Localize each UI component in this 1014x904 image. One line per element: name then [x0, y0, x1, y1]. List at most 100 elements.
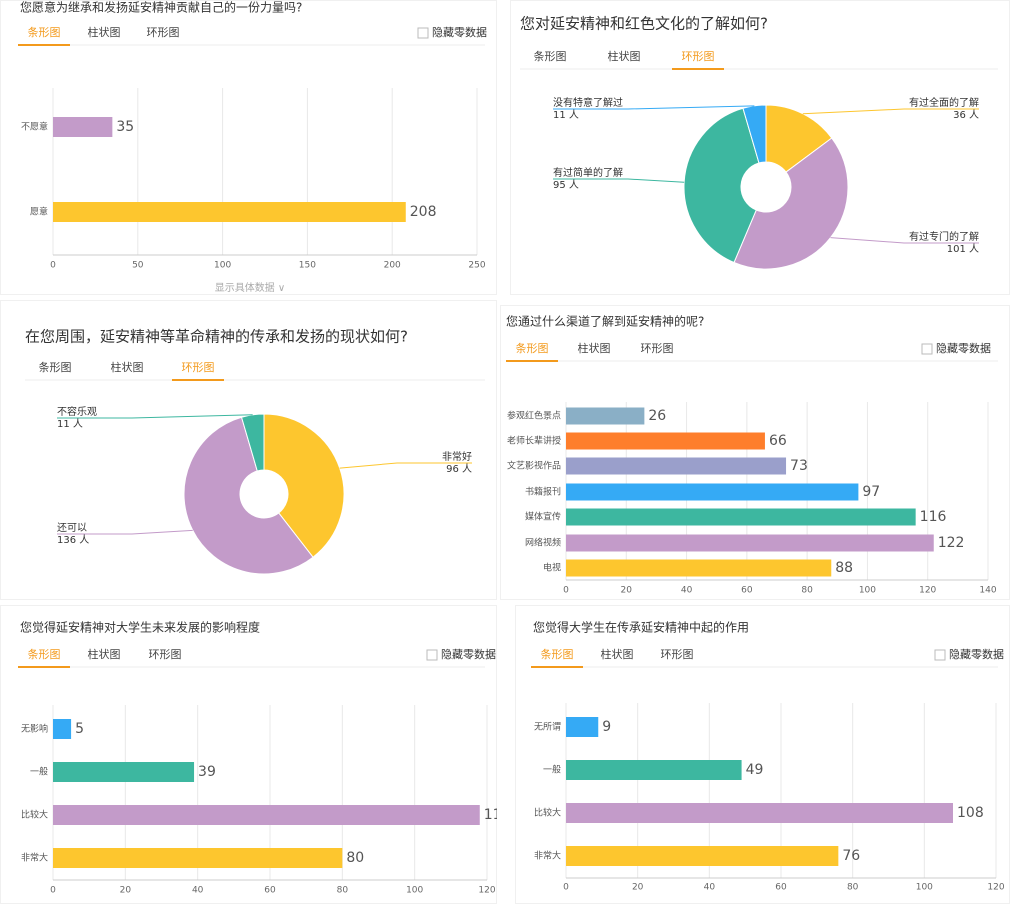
tab[interactable]: 柱状图 — [608, 49, 641, 63]
bar — [53, 805, 480, 825]
panel: 您愿意为继承和发扬延安精神贡献自己的一份力量吗? 条形图 柱状图 环形图 隐藏零数据显示… — [0, 0, 497, 295]
x-tick-label: 20 — [632, 883, 644, 893]
tab[interactable]: 环形图 — [641, 342, 674, 355]
leader-line — [553, 178, 685, 183]
checkbox[interactable] — [934, 649, 946, 661]
tab[interactable]: 环形图 — [149, 648, 182, 661]
category-label: 非常大 — [534, 850, 561, 862]
panel-border — [0, 0, 497, 295]
tab[interactable]: 条形图 — [534, 49, 567, 63]
x-tick-label: 140 — [979, 586, 996, 596]
x-tick-label: 200 — [384, 261, 401, 271]
pie-slice — [765, 104, 833, 173]
checkbox-label[interactable]: 隐藏零数据 — [936, 341, 991, 355]
slice-value-label: 96 人 — [446, 463, 472, 475]
category-label: 老师长辈讲授 — [507, 435, 561, 447]
x-tick-label: 40 — [681, 586, 693, 596]
tab[interactable]: 柱状图 — [111, 360, 144, 374]
pie-slice — [183, 416, 314, 575]
checkbox-label[interactable]: 隐藏零数据 — [441, 647, 496, 661]
checkbox-label[interactable]: 隐藏零数据 — [432, 25, 487, 39]
leader-line — [802, 108, 979, 115]
tab[interactable]: 环形图 — [147, 26, 180, 39]
x-tick-label: 40 — [192, 886, 204, 896]
leader-line — [830, 237, 979, 244]
checkbox[interactable] — [417, 27, 429, 39]
bar — [566, 407, 645, 425]
tab[interactable]: 环形图 — [661, 648, 694, 661]
x-tick-label: 100 — [859, 586, 876, 596]
leader-line — [57, 529, 193, 535]
category-label: 书籍报刊 — [525, 486, 561, 498]
bar — [566, 432, 765, 450]
value-label: 9 — [602, 719, 611, 735]
category-label: 文艺影视作品 — [507, 460, 561, 472]
tab[interactable]: 条形图 — [541, 647, 574, 661]
tab[interactable]: 条形图 — [28, 25, 61, 39]
bar — [53, 202, 406, 222]
pie-slice — [683, 107, 760, 264]
x-tick-label: 0 — [50, 261, 56, 271]
show-details[interactable]: 显示具体数据 ∨ — [215, 281, 286, 294]
category-label: 网络视频 — [525, 537, 561, 549]
tab[interactable]: 柱状图 — [601, 647, 634, 661]
category-label: 比较大 — [21, 809, 48, 821]
bar — [566, 846, 839, 866]
x-tick-label: 80 — [847, 883, 859, 893]
category-label: 非常大 — [21, 852, 48, 864]
value-label: 66 — [769, 433, 787, 449]
bar — [566, 534, 934, 552]
tab[interactable]: 条形图 — [39, 360, 72, 374]
x-tick-label: 100 — [916, 883, 933, 893]
x-tick-label: 0 — [563, 586, 569, 596]
tab[interactable]: 柱状图 — [88, 25, 121, 39]
slice-value-label: 136 人 — [57, 534, 89, 546]
x-tick-label: 50 — [132, 261, 144, 271]
tab[interactable]: 条形图 — [28, 647, 61, 661]
checkbox[interactable] — [921, 343, 933, 355]
panel-title: 您觉得延安精神对大学生未来发展的影响程度 — [20, 620, 260, 635]
bar — [566, 803, 953, 823]
checkbox-label[interactable]: 隐藏零数据 — [949, 647, 1004, 661]
leader-line — [553, 105, 755, 110]
category-label: 无所谓 — [534, 722, 561, 733]
bar — [566, 760, 742, 780]
slice-label: 非常好 — [442, 450, 472, 463]
value-label: 122 — [938, 535, 965, 551]
pie-slice — [733, 137, 849, 270]
category-label: 一般 — [30, 766, 48, 778]
value-label: 208 — [410, 204, 437, 220]
x-tick-label: 120 — [919, 586, 936, 596]
x-tick-label: 150 — [299, 261, 316, 271]
category-label: 无影响 — [21, 723, 48, 735]
bar — [53, 719, 72, 739]
slice-value-label: 11 人 — [57, 418, 83, 430]
checkbox[interactable] — [426, 649, 438, 661]
bar — [566, 483, 859, 501]
tab[interactable]: 环形图 — [682, 50, 715, 63]
pie-slice — [742, 104, 767, 164]
x-tick-label: 20 — [120, 886, 132, 896]
panel: 您通过什么渠道了解到延安精神的呢? 条形图 柱状图 环形图 隐藏零数据 0 20 40 60 80… — [500, 305, 1010, 600]
pie-slice — [240, 413, 265, 472]
tab[interactable]: 条形图 — [516, 341, 549, 355]
x-tick-label: 20 — [621, 586, 633, 596]
bar — [53, 848, 343, 868]
tab[interactable]: 环形图 — [182, 361, 215, 374]
category-label: 媒体宣传 — [525, 511, 561, 523]
value-label: 97 — [862, 484, 880, 500]
x-tick-label: 100 — [406, 886, 423, 896]
panel: 在您周围，延安精神等革命精神的传承和发扬的现状如何? 条形图 柱状图 环形图非常好96… — [0, 300, 497, 600]
value-label: 76 — [842, 848, 860, 864]
tab[interactable]: 柱状图 — [578, 341, 611, 355]
bar — [566, 717, 599, 737]
slice-label: 没有特意了解过 — [553, 96, 623, 109]
value-label: 35 — [116, 119, 134, 135]
tab[interactable]: 柱状图 — [88, 647, 121, 661]
value-label: 39 — [198, 764, 216, 780]
slice-value-label: 95 人 — [553, 179, 579, 191]
